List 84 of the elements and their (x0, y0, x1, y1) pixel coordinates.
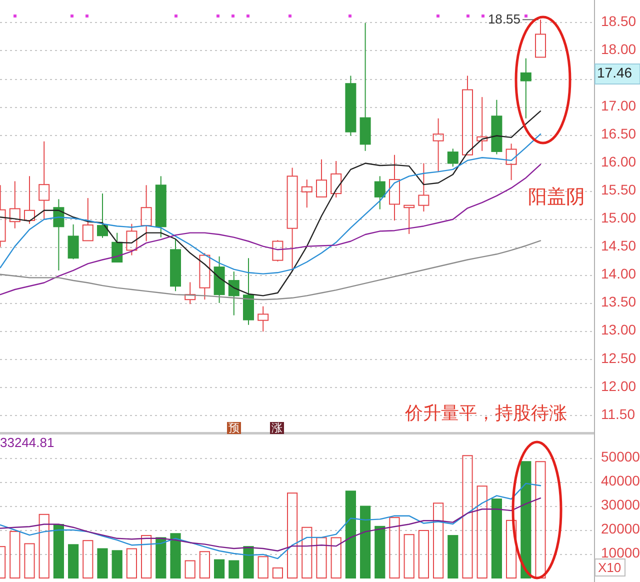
y-tick-label: 11.50 (601, 406, 636, 422)
bar (214, 559, 225, 578)
y-tick-label: 13.00 (601, 322, 636, 338)
bar (68, 544, 79, 578)
bar (404, 534, 414, 578)
bar (535, 461, 546, 578)
annotation: 33244.81 (0, 435, 54, 450)
bar (433, 502, 444, 578)
candlestick (170, 238, 181, 292)
line-series (0, 497, 542, 552)
candlestick (228, 271, 240, 316)
candlestick (258, 306, 269, 332)
line-series (0, 240, 542, 300)
candlestick (301, 179, 312, 208)
text: X10 (598, 560, 622, 575)
y-tick-label: 18.00 (601, 41, 636, 58)
annotation: 涨 (272, 422, 282, 434)
bar (476, 486, 488, 578)
candlestick (140, 184, 152, 242)
candlestick (506, 143, 517, 181)
candlestick (374, 176, 386, 210)
candlestick (360, 22, 371, 152)
bar (360, 506, 371, 578)
bar (156, 537, 166, 578)
bar (112, 550, 122, 578)
bar (243, 546, 254, 578)
candlestick (9, 180, 20, 229)
bar (418, 530, 429, 578)
bar (170, 533, 181, 578)
bar (287, 492, 298, 578)
bar (448, 535, 458, 578)
bar (345, 490, 356, 578)
text: 17.46 (597, 64, 632, 81)
bar (184, 560, 196, 578)
candlestick (155, 176, 166, 238)
y-tick-label: 18.50 (601, 13, 636, 30)
y-tick-label: 16.00 (601, 153, 636, 170)
bar (330, 537, 342, 578)
annotation: 18.55 (488, 12, 520, 27)
y-tick-label: 50000 (601, 448, 640, 465)
y-tick-label: 10000 (601, 544, 640, 561)
y-tick-label: 12.00 (601, 378, 636, 394)
bar (389, 517, 400, 578)
y-tick-label: 30000 (601, 496, 640, 513)
y-tick-label: 12.50 (601, 350, 636, 366)
bar (302, 526, 312, 578)
y-tick-label: 15.50 (601, 181, 636, 198)
bar (520, 461, 532, 578)
bar (126, 548, 137, 578)
bar (316, 537, 327, 578)
bar (374, 526, 386, 578)
candlestick (491, 99, 502, 155)
bar (199, 551, 210, 578)
y-tick-label: 14.00 (601, 266, 636, 282)
candlestick (389, 154, 400, 221)
candlestick (476, 96, 488, 152)
candlestick (38, 140, 50, 220)
bar (10, 530, 20, 578)
bar (272, 567, 283, 578)
y-tick-label: 14.50 (601, 238, 636, 254)
bar (97, 548, 108, 578)
candlestick (520, 58, 532, 119)
bar (228, 560, 240, 578)
bar (24, 543, 35, 578)
y-tick-label: 16.50 (601, 125, 636, 142)
bar (462, 455, 473, 578)
y-tick-label: 15.00 (601, 210, 636, 226)
bar (506, 520, 517, 578)
bar (53, 524, 64, 578)
y-tick-label: 17.00 (601, 97, 636, 114)
candlestick (432, 118, 444, 172)
bar (38, 514, 50, 578)
bar (258, 556, 268, 578)
bar (141, 535, 152, 578)
y-tick-label: 13.50 (601, 294, 636, 310)
bar (491, 498, 502, 578)
annotation: 预 (228, 422, 240, 434)
y-tick-label: 40000 (601, 472, 640, 489)
y-tick-label: 20000 (601, 520, 640, 537)
candlestick (243, 258, 254, 326)
annotation: 价升量平，持股待涨 (404, 403, 567, 423)
annotation: 阳盖阴 (528, 186, 585, 208)
bar (82, 540, 94, 578)
line-series (0, 482, 542, 560)
